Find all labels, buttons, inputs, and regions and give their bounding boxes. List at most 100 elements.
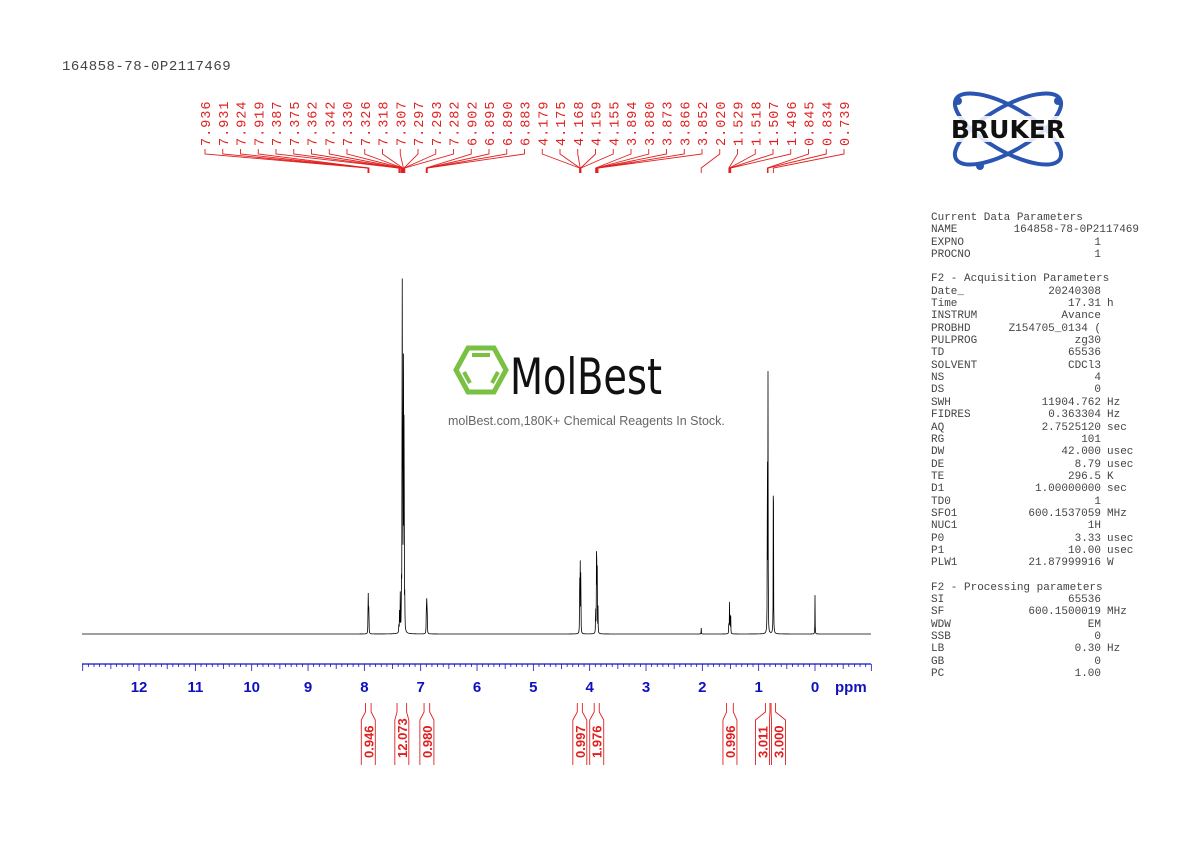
param-unit — [1101, 520, 1143, 532]
peak-label: 0.834 — [821, 100, 836, 146]
integral-bracket — [770, 703, 786, 765]
param-key: PULPROG — [931, 335, 978, 348]
acquisition-parameters: Current Data Parameters NAME 164858-78-0P2… — [931, 212, 1143, 680]
param-value: 1 — [1094, 495, 1101, 508]
param-key: DW — [931, 446, 945, 459]
param-row: PC 1.00 — [931, 668, 1143, 680]
param-key: SWH — [931, 396, 951, 409]
param-unit: Hz — [1107, 643, 1121, 656]
param-value: 42.000 — [1061, 446, 1101, 459]
x-tick-label: 8 — [360, 679, 368, 696]
integral-bracket — [419, 703, 435, 765]
param-value: 600.1500019 — [1028, 606, 1101, 619]
param-row: TE 296.5 K — [931, 471, 1143, 483]
x-tick-label: 10 — [243, 679, 260, 696]
param-unit — [1101, 335, 1143, 347]
param-row: SOLVENT CDCl3 — [931, 360, 1143, 372]
peak-label-leader — [275, 149, 400, 173]
integrals: 0.946 12.073 0.980 0.997 1.976 0.996 3.011 3.00… — [360, 703, 786, 765]
param-key: SOLVENT — [931, 359, 978, 372]
x-tick-label: 7 — [417, 679, 425, 696]
x-tick-label: 11 — [187, 679, 203, 696]
param-row: AQ 2.7525120 sec — [931, 422, 1143, 434]
param-value: 65536 — [1067, 347, 1101, 360]
param-unit: usec — [1107, 458, 1134, 471]
param-row: GB 0 — [931, 656, 1143, 668]
param-value: 0 — [1094, 631, 1101, 643]
param-unit: usec — [1107, 544, 1134, 557]
peak-label-leader — [426, 149, 525, 173]
param-unit — [1101, 631, 1143, 643]
x-axis-label: ppm — [835, 679, 867, 696]
param-key: WDW — [931, 618, 951, 631]
param-unit — [1101, 656, 1143, 668]
param-unit — [1101, 286, 1143, 298]
peak-label: 4.168 — [573, 100, 588, 146]
peak-label-leader — [328, 149, 402, 173]
param-key: SSB — [931, 631, 951, 643]
param-value: 3.33 — [1074, 532, 1101, 545]
param-unit — [1101, 372, 1143, 384]
param-unit: sec — [1107, 421, 1127, 434]
peak-label: 3.894 — [626, 100, 641, 146]
param-unit — [1101, 496, 1143, 508]
peak-label: 6.890 — [502, 100, 517, 146]
param-key: NS — [931, 372, 945, 385]
peak-labels: 7.936 7.931 7.924 7.919 7.387 7.375 7.362 7.342… — [200, 100, 854, 173]
peak-label: 4.155 — [608, 100, 623, 146]
param-row: DS 0 — [931, 384, 1143, 396]
peak-label-leader — [596, 149, 685, 173]
param-value: 8.79 — [1074, 458, 1101, 471]
param-unit: usec — [1107, 532, 1134, 545]
param-value: 17.31 — [1067, 298, 1101, 311]
peak-label-leader — [311, 149, 401, 173]
peak-label: 6.895 — [484, 100, 499, 146]
param-value: 101 — [1081, 433, 1101, 446]
integral-bracket — [394, 703, 410, 765]
peak-label-leader — [577, 149, 581, 173]
peak-label: 4.175 — [555, 100, 570, 146]
param-value: 65536 — [1067, 593, 1101, 606]
param-value: 1.00000000 — [1034, 483, 1101, 496]
param-row: INSTRUM Avance — [931, 310, 1143, 322]
param-unit: MHz — [1107, 606, 1127, 619]
integral-bracket — [589, 703, 605, 765]
param-unit — [1101, 249, 1143, 261]
param-row: LB 0.30 Hz — [931, 643, 1143, 655]
peak-label-leader — [580, 149, 596, 173]
peak-label-leader — [766, 149, 809, 173]
param-row: TD0 1 — [931, 496, 1143, 508]
peak-label-leader — [541, 149, 581, 173]
param-key: PROCNO — [931, 249, 971, 262]
param-row: SF 600.1500019 MHz — [931, 606, 1143, 618]
param-key: EXPNO — [931, 236, 965, 249]
peak-label: 3.866 — [679, 100, 694, 146]
peak-label: 7.342 — [324, 100, 339, 146]
param-row: SI 65536 — [931, 594, 1143, 606]
param-value: 600.1537059 — [1028, 507, 1101, 520]
param-value: 296.5 — [1067, 470, 1101, 483]
param-key: INSTRUM — [931, 310, 978, 323]
param-value: 1 — [1094, 249, 1101, 262]
param-value: 10.00 — [1067, 544, 1101, 557]
x-tick-label: 12 — [131, 679, 148, 696]
peak-label: 1.507 — [768, 100, 783, 146]
param-key: RG — [931, 433, 945, 446]
peak-label: 0.739 — [839, 100, 854, 146]
peak-label: 7.318 — [378, 100, 393, 146]
param-value: EM — [1087, 618, 1101, 631]
param-key: PROBHD — [931, 322, 971, 335]
x-tick-label: 2 — [698, 679, 706, 696]
peak-label: 0.845 — [804, 100, 819, 146]
param-key: D1 — [931, 483, 945, 496]
param-key: PLW1 — [931, 557, 958, 570]
param-section-title: F2 - Processing parameters — [931, 581, 1103, 594]
peak-label: 1.496 — [786, 100, 801, 146]
param-key: Time — [931, 298, 958, 311]
param-row: PROCNO 1 — [931, 249, 1143, 261]
bruker-logo: BRUKER — [924, 91, 1092, 170]
param-row: DE 8.79 usec — [931, 459, 1143, 471]
molbest-logo-text: MolBest — [510, 348, 662, 400]
x-tick-label: 6 — [473, 679, 481, 696]
peak-label-leader — [382, 149, 404, 173]
